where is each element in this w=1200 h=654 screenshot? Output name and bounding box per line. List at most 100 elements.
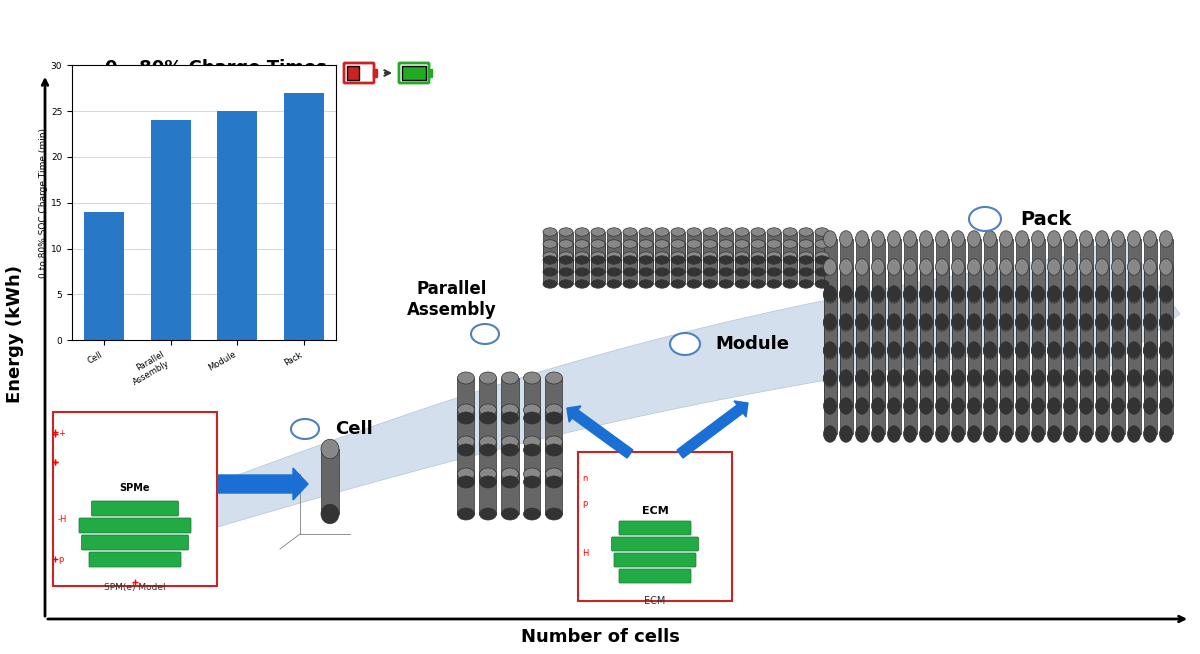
Ellipse shape xyxy=(815,256,829,264)
Ellipse shape xyxy=(936,315,948,331)
Polygon shape xyxy=(546,474,563,514)
Ellipse shape xyxy=(703,256,718,264)
Polygon shape xyxy=(1096,379,1109,434)
Ellipse shape xyxy=(1144,259,1157,275)
Polygon shape xyxy=(686,244,701,272)
Polygon shape xyxy=(856,267,869,322)
Ellipse shape xyxy=(592,240,605,249)
Polygon shape xyxy=(823,239,836,294)
Ellipse shape xyxy=(967,371,980,387)
Ellipse shape xyxy=(967,231,980,247)
Text: -H: -H xyxy=(58,515,67,523)
Polygon shape xyxy=(546,410,563,450)
Ellipse shape xyxy=(1032,286,1044,302)
Ellipse shape xyxy=(871,398,884,414)
Ellipse shape xyxy=(1063,343,1076,359)
Ellipse shape xyxy=(936,398,948,414)
Polygon shape xyxy=(799,232,814,260)
Ellipse shape xyxy=(686,252,701,260)
Ellipse shape xyxy=(984,286,996,303)
Ellipse shape xyxy=(1032,315,1044,331)
Ellipse shape xyxy=(840,231,852,247)
Text: ECM: ECM xyxy=(644,596,666,606)
Ellipse shape xyxy=(1111,286,1124,303)
Polygon shape xyxy=(322,449,338,514)
Polygon shape xyxy=(502,442,518,482)
Ellipse shape xyxy=(1096,342,1109,358)
Ellipse shape xyxy=(888,426,900,442)
Ellipse shape xyxy=(734,240,749,249)
Polygon shape xyxy=(984,267,996,322)
Text: H: H xyxy=(582,549,588,558)
Ellipse shape xyxy=(1096,426,1109,442)
Ellipse shape xyxy=(1144,231,1157,247)
Ellipse shape xyxy=(734,252,749,260)
Ellipse shape xyxy=(919,315,932,331)
Ellipse shape xyxy=(1032,398,1044,414)
Ellipse shape xyxy=(686,240,701,249)
Ellipse shape xyxy=(919,398,932,414)
Bar xyxy=(284,93,324,340)
Ellipse shape xyxy=(523,468,540,480)
Polygon shape xyxy=(888,351,900,406)
Ellipse shape xyxy=(1063,259,1076,275)
Ellipse shape xyxy=(502,476,518,488)
FancyBboxPatch shape xyxy=(79,518,191,533)
Ellipse shape xyxy=(607,240,622,249)
Ellipse shape xyxy=(719,252,733,260)
Polygon shape xyxy=(1063,267,1076,322)
Ellipse shape xyxy=(984,286,996,302)
Polygon shape xyxy=(1015,379,1028,434)
Ellipse shape xyxy=(871,259,884,275)
Ellipse shape xyxy=(457,476,474,488)
Ellipse shape xyxy=(840,286,852,303)
Ellipse shape xyxy=(1111,314,1124,330)
Polygon shape xyxy=(1128,379,1140,434)
Ellipse shape xyxy=(623,267,637,276)
Ellipse shape xyxy=(967,342,980,358)
Ellipse shape xyxy=(1096,286,1109,303)
Ellipse shape xyxy=(1000,426,1013,442)
Ellipse shape xyxy=(655,240,670,249)
Polygon shape xyxy=(815,232,829,260)
Ellipse shape xyxy=(1015,370,1028,387)
Ellipse shape xyxy=(1015,398,1028,414)
Text: Energy (kWh): Energy (kWh) xyxy=(6,265,24,403)
Ellipse shape xyxy=(457,444,474,456)
Polygon shape xyxy=(542,256,557,284)
Ellipse shape xyxy=(734,280,749,288)
Polygon shape xyxy=(1000,323,1013,378)
FancyBboxPatch shape xyxy=(398,63,430,83)
Polygon shape xyxy=(919,239,932,294)
Polygon shape xyxy=(1111,379,1124,434)
Ellipse shape xyxy=(719,280,733,288)
Ellipse shape xyxy=(799,252,814,260)
Polygon shape xyxy=(1063,295,1076,350)
Text: ECM: ECM xyxy=(642,506,668,516)
Ellipse shape xyxy=(1063,286,1076,303)
Ellipse shape xyxy=(542,240,557,249)
Ellipse shape xyxy=(546,372,563,384)
FancyBboxPatch shape xyxy=(578,452,732,601)
Polygon shape xyxy=(1096,323,1109,378)
Ellipse shape xyxy=(1015,315,1028,331)
Polygon shape xyxy=(671,256,685,284)
Ellipse shape xyxy=(1111,231,1124,247)
Ellipse shape xyxy=(1015,314,1028,330)
Polygon shape xyxy=(592,244,605,272)
Ellipse shape xyxy=(607,280,622,288)
Polygon shape xyxy=(480,410,497,450)
Polygon shape xyxy=(1032,379,1044,434)
Polygon shape xyxy=(1032,351,1044,406)
Ellipse shape xyxy=(784,256,797,264)
Polygon shape xyxy=(592,256,605,284)
Polygon shape xyxy=(1000,239,1013,294)
Ellipse shape xyxy=(840,286,852,302)
Ellipse shape xyxy=(1063,370,1076,387)
Polygon shape xyxy=(1000,379,1013,434)
Text: Cell: Cell xyxy=(335,420,373,438)
Ellipse shape xyxy=(1063,342,1076,358)
Ellipse shape xyxy=(936,371,948,387)
Ellipse shape xyxy=(502,468,518,480)
Polygon shape xyxy=(967,323,980,378)
